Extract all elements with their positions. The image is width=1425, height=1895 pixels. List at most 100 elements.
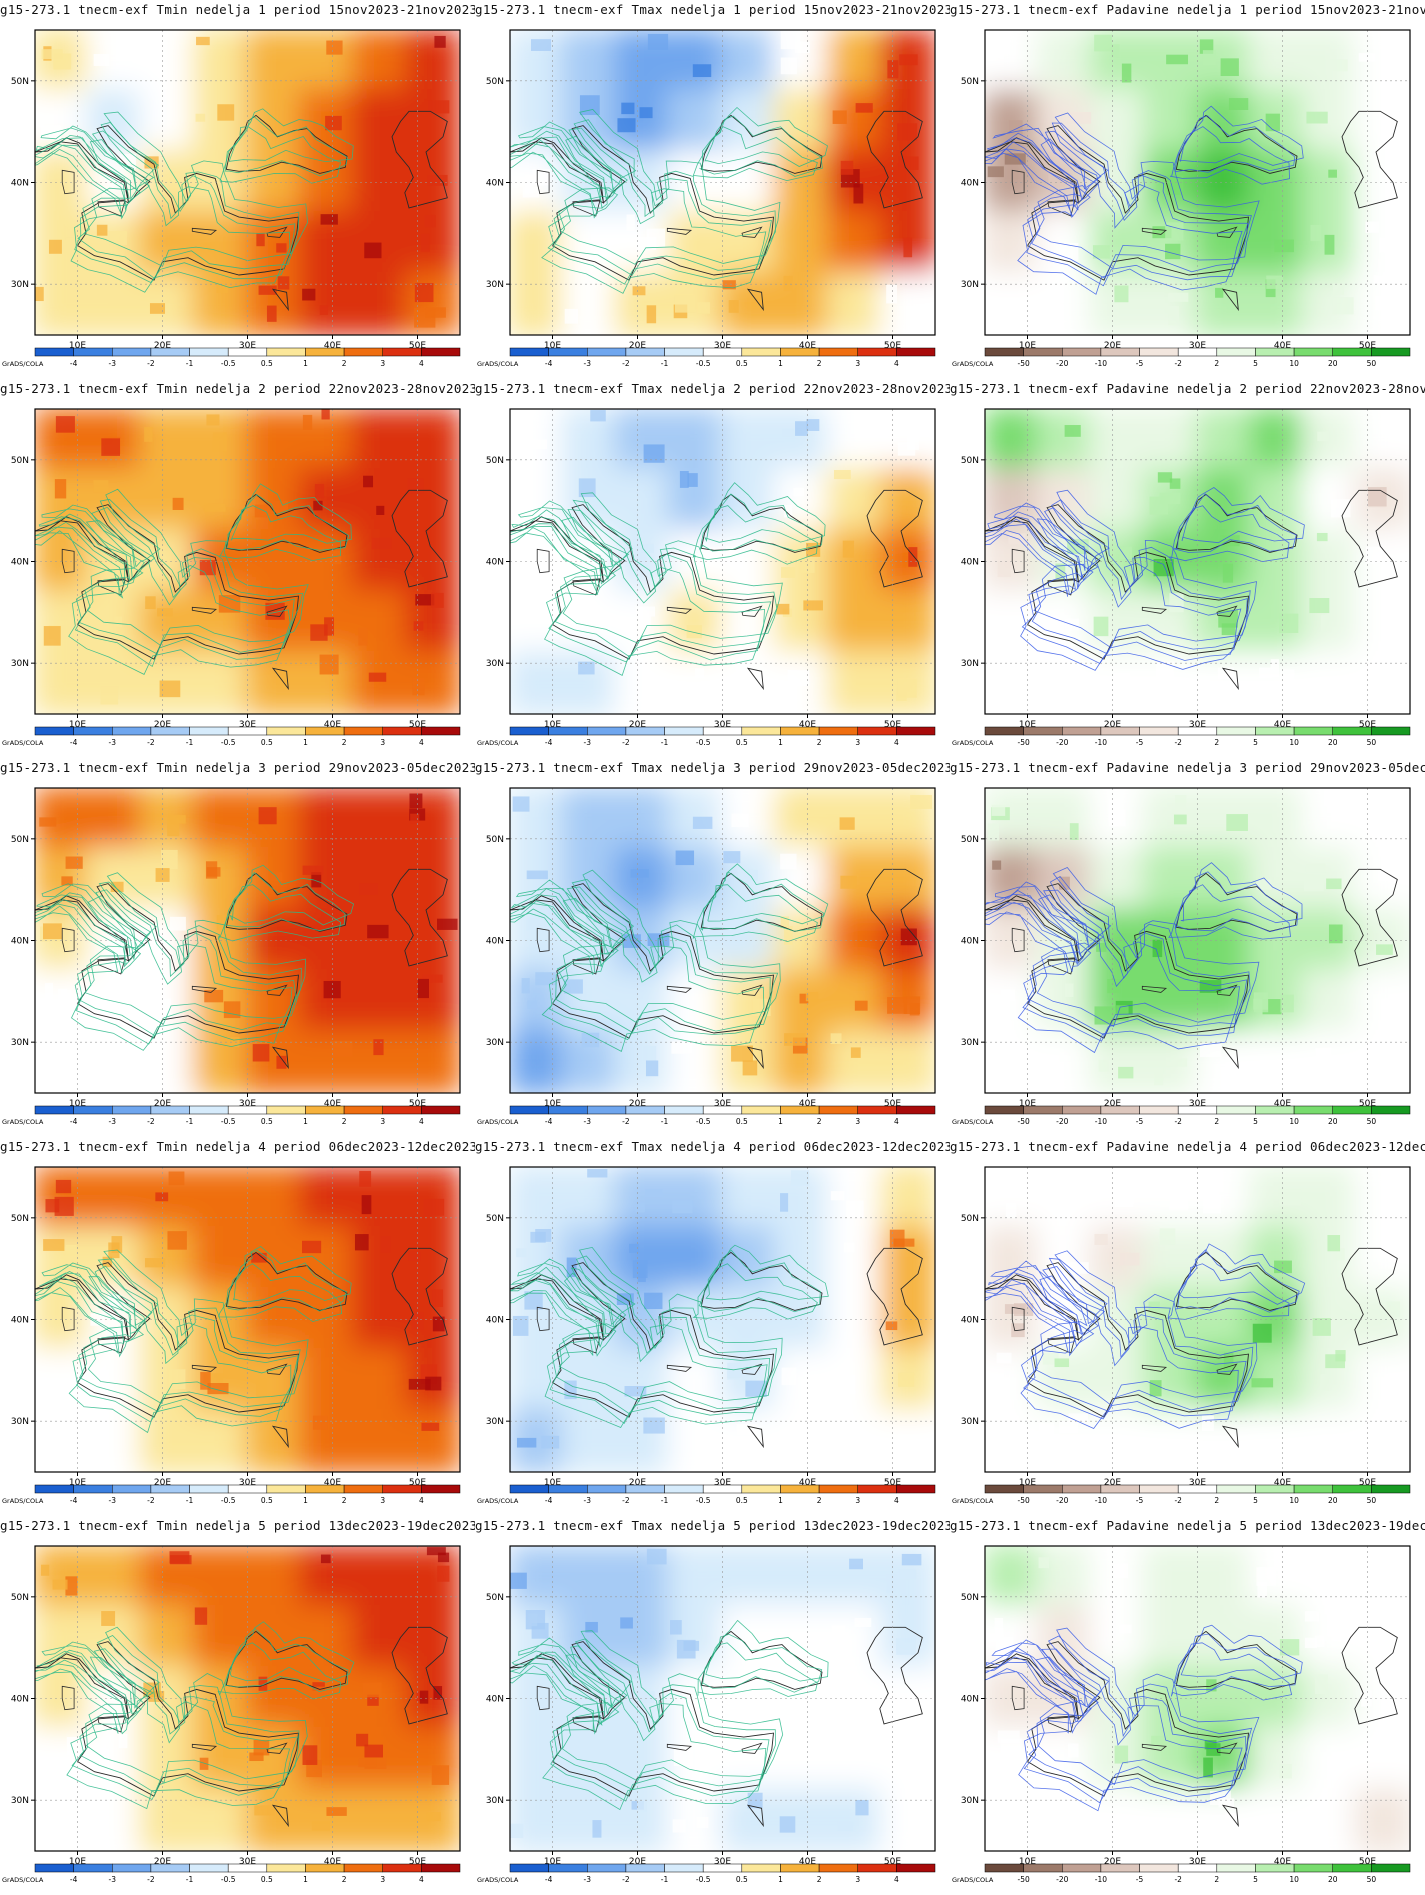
lon-tick-label: 10E <box>1019 1478 1036 1488</box>
anomaly-map: 10E 20E 30E 40E 50E 50N 40N 30N -4 -3 -2 -1 -0.5 0.5 1… <box>477 29 936 368</box>
anomaly-cell <box>614 1030 672 1093</box>
anomaly-cell <box>1195 651 1253 714</box>
anomaly-cell <box>245 1167 303 1230</box>
anomaly-cell <box>985 409 1041 472</box>
coastline <box>271 667 289 691</box>
colorbar-label: -10 <box>1095 359 1107 368</box>
lon-tick-label: 30E <box>1189 1099 1206 1109</box>
map-panel-padavine-week-2: g15-273.1 tnecm-exf Padavine nedelja 2 p… <box>950 379 1425 758</box>
coastline <box>1341 110 1398 209</box>
anomaly-cell <box>1142 788 1200 851</box>
anomaly-cell <box>351 1546 409 1609</box>
coastline <box>866 1247 923 1346</box>
colorbar-swatch <box>382 1484 422 1494</box>
anomaly-cell <box>139 468 197 533</box>
coastline <box>746 1425 764 1449</box>
map-panel-tmax-week-1: g15-273.1 tnecm-exf Tmax nedelja 1 perio… <box>475 0 950 379</box>
anomaly-cell <box>510 272 566 335</box>
colorbar-label: 2 <box>342 738 347 747</box>
lon-tick-label: 50E <box>1359 1857 1376 1867</box>
panel-title: g15-273.1 tnecm-exf Tmin nedelja 4 perio… <box>0 1139 475 1154</box>
anomaly-cell <box>773 788 831 851</box>
anomaly-cell <box>879 1287 935 1352</box>
anomaly-cell <box>245 1030 303 1093</box>
colorbar-label: -3 <box>584 738 592 747</box>
coastline <box>1221 288 1239 312</box>
anomaly-cell <box>561 1546 619 1609</box>
colorbar-label: -3 <box>109 1496 117 1505</box>
lat-tick-label: 30N <box>11 1796 29 1806</box>
anomaly-cell <box>298 272 356 335</box>
anomaly-cell <box>404 1030 460 1093</box>
colorbar-swatch <box>305 347 345 357</box>
colorbar-label: -1 <box>661 1496 669 1505</box>
grads-credit: GrADS/COLA <box>477 360 519 368</box>
lat-tick-label: 50N <box>11 1593 29 1603</box>
coastline <box>700 872 823 932</box>
colorbar-swatch <box>1255 1863 1295 1873</box>
anomaly-cell <box>192 651 250 714</box>
colorbar-label: 0.5 <box>736 1496 748 1505</box>
lon-tick-label: 20E <box>154 1857 171 1867</box>
anomaly-cell <box>1354 1348 1410 1413</box>
anomaly-cell <box>139 1727 197 1792</box>
panel-title: g15-273.1 tnecm-exf Padavine nedelja 4 p… <box>950 1139 1425 1154</box>
colorbar-swatch <box>702 1105 743 1115</box>
colorbar-label: 1 <box>778 1875 783 1884</box>
colorbar-swatch <box>150 726 190 736</box>
anomaly-cell <box>351 409 409 472</box>
colorbar-swatch <box>509 1863 549 1873</box>
anomaly-cell <box>1142 89 1200 154</box>
map-panel-padavine-week-5: g15-273.1 tnecm-exf Padavine nedelja 5 p… <box>950 1516 1425 1895</box>
colorbar-swatch <box>780 347 820 357</box>
anomaly-cell <box>1142 969 1200 1034</box>
lon-tick-label: 40E <box>799 1478 816 1488</box>
lat-tick-label: 40N <box>11 179 29 189</box>
lon-tick-label: 20E <box>629 1857 646 1867</box>
anomaly-cell <box>351 30 409 93</box>
colorbar-swatch <box>702 1484 743 1494</box>
anomaly-cell <box>86 788 144 851</box>
anomaly-cell <box>1195 847 1253 912</box>
lon-tick-label: 10E <box>1019 1857 1036 1867</box>
anomaly-cell <box>1036 1226 1094 1291</box>
colorbar-label: 50 <box>1367 1875 1377 1884</box>
anomaly-cell <box>298 1167 356 1230</box>
colorbar-label: 2 <box>817 1875 822 1884</box>
coastline <box>1175 114 1298 174</box>
anomaly-cell <box>1354 1167 1410 1230</box>
colorbar-label: 4 <box>894 738 899 747</box>
colorbar-label: 50 <box>1367 1117 1377 1126</box>
anomaly-cell <box>192 1409 250 1472</box>
colorbar-swatch <box>189 1105 229 1115</box>
lon-tick-label: 10E <box>544 1857 561 1867</box>
coastline <box>985 1641 1250 1797</box>
anomaly-cell <box>1354 1226 1410 1291</box>
anomaly-cell <box>1354 908 1410 973</box>
lon-tick-label: 30E <box>714 720 731 730</box>
lon-tick-label: 10E <box>69 1099 86 1109</box>
anomaly-cell <box>1089 1348 1147 1413</box>
lon-tick-label: 30E <box>239 341 256 351</box>
colorbar-label: 1 <box>303 738 308 747</box>
coastline <box>1341 489 1398 588</box>
colorbar-swatch <box>509 347 549 357</box>
anomaly-cell <box>720 1226 778 1291</box>
lon-tick-label: 40E <box>324 1478 341 1488</box>
colorbar-label: 0.5 <box>736 1117 748 1126</box>
anomaly-cell <box>404 89 460 154</box>
colorbar-label: -50 <box>1018 1117 1030 1126</box>
anomaly-cell <box>86 468 144 533</box>
colorbar-swatch <box>382 347 422 357</box>
colorbar-label: 4 <box>894 1875 899 1884</box>
colorbar-swatch <box>1255 1105 1295 1115</box>
colorbar-label: 10 <box>1289 1496 1299 1505</box>
colorbar-swatch <box>34 726 74 736</box>
anomaly-cell <box>86 1348 144 1413</box>
anomaly-cell <box>510 847 566 912</box>
anomaly-cell <box>1195 409 1253 472</box>
colorbar-label: 1 <box>303 1875 308 1884</box>
colorbar-swatch <box>1177 1863 1218 1873</box>
lon-tick-label: 30E <box>714 1478 731 1488</box>
lat-tick-label: 40N <box>961 179 979 189</box>
